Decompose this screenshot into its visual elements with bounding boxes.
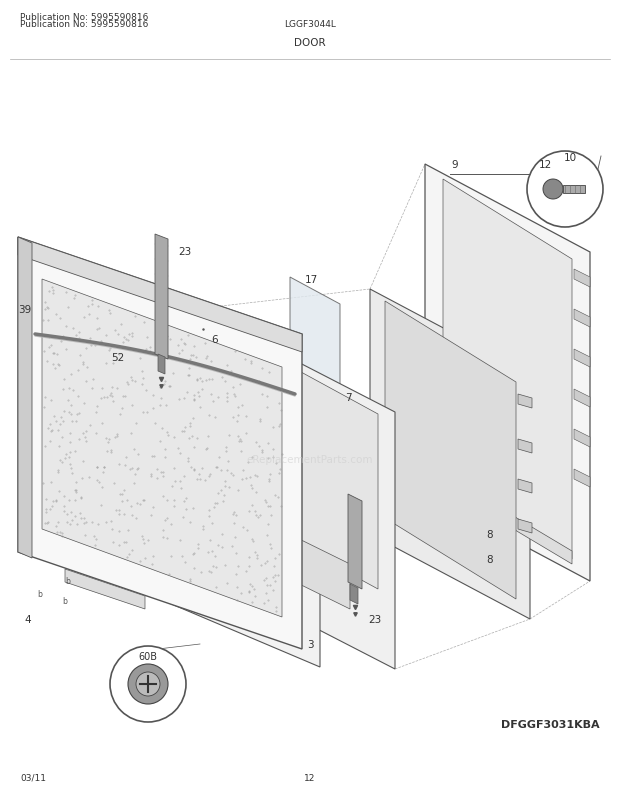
Polygon shape (290, 277, 340, 610)
Polygon shape (96, 294, 320, 667)
Text: DFGGF3031KBA: DFGGF3031KBA (502, 719, 600, 729)
Circle shape (527, 152, 603, 228)
Polygon shape (18, 237, 32, 558)
Polygon shape (155, 235, 168, 359)
Text: Publication No: 5995590816: Publication No: 5995590816 (20, 14, 148, 22)
Text: b: b (63, 597, 68, 606)
Polygon shape (518, 480, 532, 493)
Text: 12: 12 (538, 160, 552, 170)
Text: 12: 12 (304, 773, 316, 782)
Text: 17: 17 (305, 274, 318, 285)
Polygon shape (574, 469, 590, 488)
Circle shape (136, 672, 160, 696)
Text: 23: 23 (178, 247, 191, 257)
Polygon shape (218, 500, 350, 610)
Text: 9: 9 (452, 160, 458, 170)
Polygon shape (574, 429, 590, 448)
Text: b: b (66, 577, 71, 585)
Text: DOOR: DOOR (294, 38, 326, 48)
Polygon shape (158, 354, 165, 375)
Circle shape (128, 664, 168, 704)
Polygon shape (65, 569, 145, 610)
Polygon shape (518, 520, 532, 533)
Polygon shape (385, 302, 516, 599)
Text: 39: 39 (18, 305, 31, 314)
Polygon shape (574, 390, 590, 407)
Text: 3: 3 (307, 639, 313, 649)
Text: 8: 8 (487, 529, 494, 539)
Text: 03/11: 03/11 (20, 773, 46, 782)
Text: LGGF3044L: LGGF3044L (284, 20, 336, 29)
Circle shape (110, 646, 186, 722)
Polygon shape (96, 294, 302, 337)
Polygon shape (195, 310, 395, 669)
Text: 7: 7 (345, 392, 352, 403)
Text: 52: 52 (112, 353, 125, 363)
Polygon shape (443, 475, 572, 565)
Polygon shape (443, 180, 572, 559)
Text: 4: 4 (25, 614, 32, 624)
Polygon shape (348, 494, 362, 589)
Polygon shape (518, 395, 532, 408)
Text: b: b (38, 589, 42, 599)
Polygon shape (574, 350, 590, 367)
Text: Publication No: 5995590816: Publication No: 5995590816 (20, 20, 148, 29)
Text: 23: 23 (368, 614, 381, 624)
Polygon shape (574, 269, 590, 288)
Polygon shape (18, 237, 302, 649)
Polygon shape (518, 439, 532, 453)
Text: eReplacementParts.com: eReplacementParts.com (247, 455, 373, 464)
Circle shape (543, 180, 563, 200)
Polygon shape (425, 164, 590, 581)
Polygon shape (18, 237, 302, 353)
Polygon shape (42, 280, 282, 618)
Polygon shape (213, 325, 378, 589)
Text: 8: 8 (487, 554, 494, 565)
Polygon shape (350, 585, 358, 604)
Polygon shape (563, 186, 585, 194)
Text: 60B: 60B (138, 651, 157, 661)
Polygon shape (370, 290, 530, 619)
Text: 10: 10 (564, 153, 577, 163)
Text: 6: 6 (211, 334, 218, 345)
Polygon shape (574, 310, 590, 327)
